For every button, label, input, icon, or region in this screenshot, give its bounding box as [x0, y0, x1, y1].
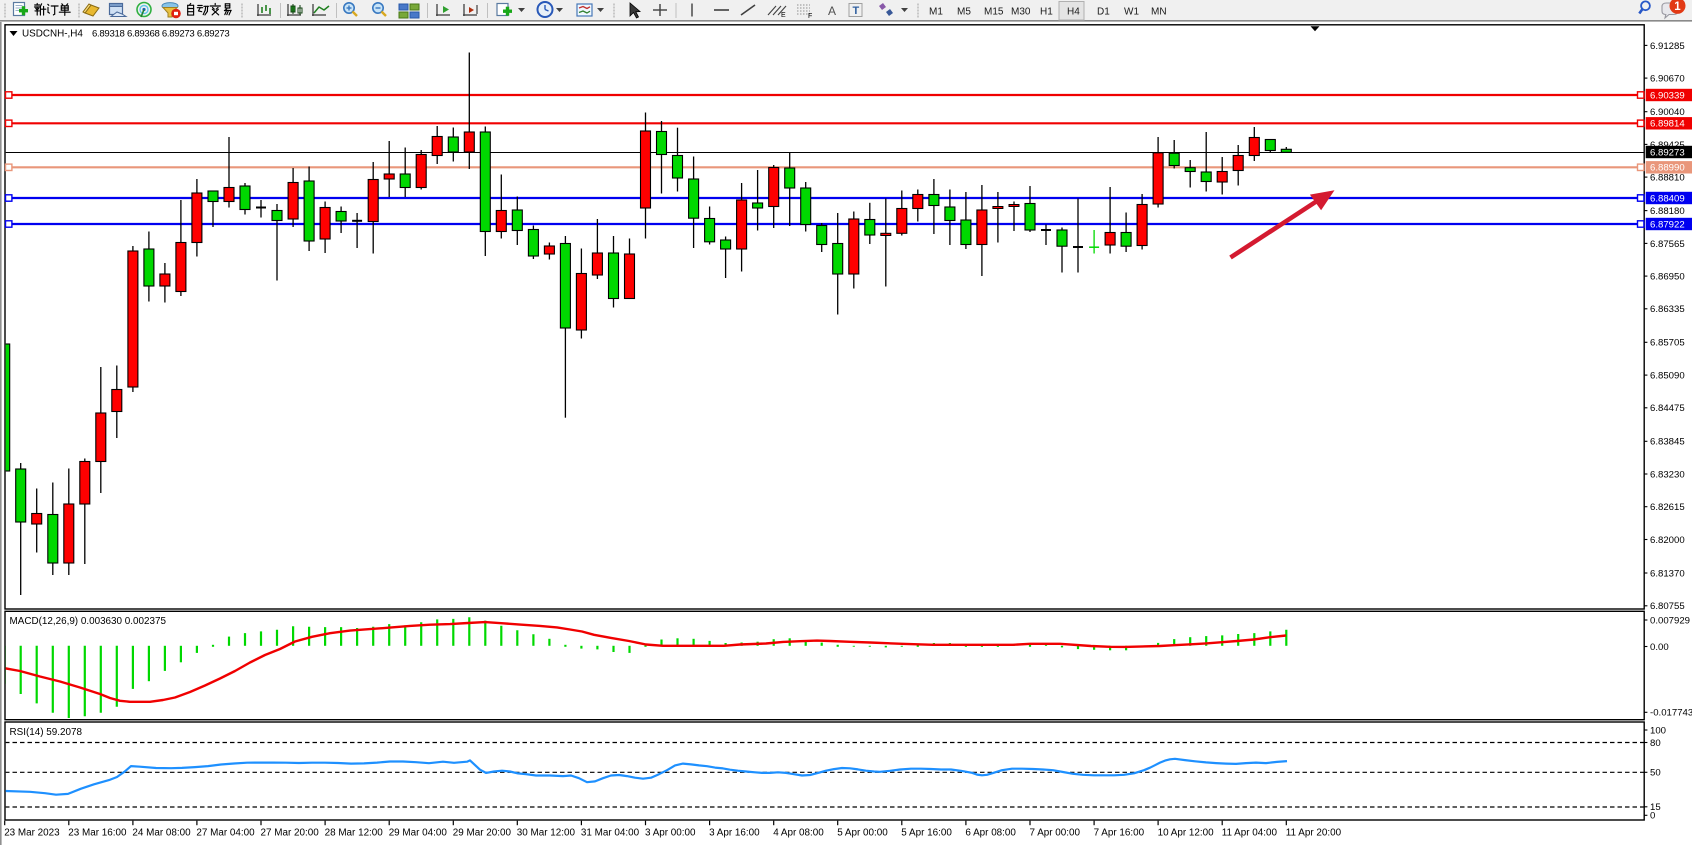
- svg-text:15: 15: [1650, 802, 1661, 813]
- svg-text:6.88180: 6.88180: [1650, 206, 1685, 217]
- svg-text:10 Apr 12:00: 10 Apr 12:00: [1158, 828, 1215, 839]
- svg-text:3 Apr 00:00: 3 Apr 00:00: [645, 828, 696, 839]
- svg-text:28 Mar 12:00: 28 Mar 12:00: [325, 828, 384, 839]
- svg-text:F: F: [808, 13, 812, 20]
- svg-text:6.81370: 6.81370: [1650, 568, 1685, 579]
- svg-text:D1: D1: [1097, 7, 1110, 18]
- svg-text:27 Mar 20:00: 27 Mar 20:00: [261, 828, 320, 839]
- svg-text:M5: M5: [957, 7, 971, 18]
- svg-text:27 Mar 04:00: 27 Mar 04:00: [196, 828, 255, 839]
- svg-text:H4: H4: [1067, 7, 1080, 18]
- svg-text:6.82000: 6.82000: [1650, 535, 1685, 546]
- svg-text:23 Mar 16:00: 23 Mar 16:00: [68, 828, 127, 839]
- svg-text:5 Apr 16:00: 5 Apr 16:00: [901, 828, 952, 839]
- svg-text:6.90339: 6.90339: [1650, 90, 1685, 101]
- svg-text:6.90670: 6.90670: [1650, 74, 1685, 85]
- svg-text:RSI(14) 59.2078: RSI(14) 59.2078: [10, 727, 83, 738]
- svg-text:M30: M30: [1011, 7, 1031, 18]
- svg-text:0: 0: [1650, 811, 1655, 822]
- svg-text:4 Apr 08:00: 4 Apr 08:00: [773, 828, 824, 839]
- svg-text:6.90040: 6.90040: [1650, 107, 1685, 118]
- svg-text:23 Mar 2023: 23 Mar 2023: [4, 828, 60, 839]
- svg-text:29 Mar 20:00: 29 Mar 20:00: [453, 828, 512, 839]
- svg-text:6.88409: 6.88409: [1650, 193, 1685, 204]
- svg-text:E: E: [781, 12, 786, 19]
- svg-text:30 Mar 12:00: 30 Mar 12:00: [517, 828, 576, 839]
- svg-text:31 Mar 04:00: 31 Mar 04:00: [581, 828, 640, 839]
- svg-text:A: A: [828, 4, 836, 18]
- svg-text:H1: H1: [1040, 7, 1053, 18]
- svg-text:0.00: 0.00: [1650, 642, 1669, 653]
- svg-text:0.007929: 0.007929: [1650, 615, 1690, 626]
- svg-text:6.82615: 6.82615: [1650, 502, 1685, 513]
- svg-text:MACD(12,26,9) 0.003630 0.00237: MACD(12,26,9) 0.003630 0.002375: [10, 616, 167, 627]
- svg-text:7 Apr 00:00: 7 Apr 00:00: [1030, 828, 1081, 839]
- svg-text:T: T: [853, 5, 860, 17]
- svg-text:6 Apr 08:00: 6 Apr 08:00: [965, 828, 1016, 839]
- svg-text:6.86950: 6.86950: [1650, 272, 1685, 283]
- svg-text:-0.017743: -0.017743: [1650, 708, 1692, 719]
- svg-text:6.88810: 6.88810: [1650, 173, 1685, 184]
- svg-text:MN: MN: [1151, 7, 1167, 18]
- svg-text:6.84475: 6.84475: [1650, 403, 1685, 414]
- svg-text:6.85090: 6.85090: [1650, 371, 1685, 382]
- svg-text:USDCNH-,H4: USDCNH-,H4: [22, 28, 83, 39]
- svg-text:M15: M15: [984, 7, 1004, 18]
- svg-text:6.89425: 6.89425: [1650, 140, 1685, 151]
- svg-text:6.88990: 6.88990: [1650, 163, 1685, 174]
- svg-text:6.87922: 6.87922: [1650, 219, 1685, 230]
- svg-text:6.91285: 6.91285: [1650, 41, 1685, 52]
- svg-text:6.86335: 6.86335: [1650, 304, 1685, 315]
- svg-text:6.89814: 6.89814: [1650, 119, 1685, 130]
- svg-text:6.89273: 6.89273: [1650, 147, 1685, 158]
- svg-text:6.83230: 6.83230: [1650, 469, 1685, 480]
- svg-text:6.85705: 6.85705: [1650, 338, 1685, 349]
- svg-text:6.83845: 6.83845: [1650, 437, 1685, 448]
- svg-text:3 Apr 16:00: 3 Apr 16:00: [709, 828, 760, 839]
- svg-text:7 Apr 16:00: 7 Apr 16:00: [1094, 828, 1145, 839]
- svg-text:80: 80: [1650, 738, 1661, 749]
- svg-text:11 Apr 04:00: 11 Apr 04:00: [1222, 828, 1278, 839]
- svg-text:11 Apr 20:00: 11 Apr 20:00: [1286, 828, 1342, 839]
- svg-text:24 Mar 08:00: 24 Mar 08:00: [132, 828, 191, 839]
- svg-text:1: 1: [1674, 1, 1681, 13]
- svg-text:M1: M1: [929, 7, 943, 18]
- svg-text:5 Apr 00:00: 5 Apr 00:00: [837, 828, 888, 839]
- svg-text:100: 100: [1650, 725, 1666, 736]
- svg-text:6.87565: 6.87565: [1650, 239, 1685, 250]
- svg-text:W1: W1: [1124, 7, 1139, 18]
- svg-text:29 Mar 04:00: 29 Mar 04:00: [389, 828, 448, 839]
- svg-text:6.89318 6.89368 6.89273 6.8927: 6.89318 6.89368 6.89273 6.89273: [92, 28, 229, 39]
- svg-text:50: 50: [1650, 768, 1661, 779]
- svg-text:6.80755: 6.80755: [1650, 601, 1685, 612]
